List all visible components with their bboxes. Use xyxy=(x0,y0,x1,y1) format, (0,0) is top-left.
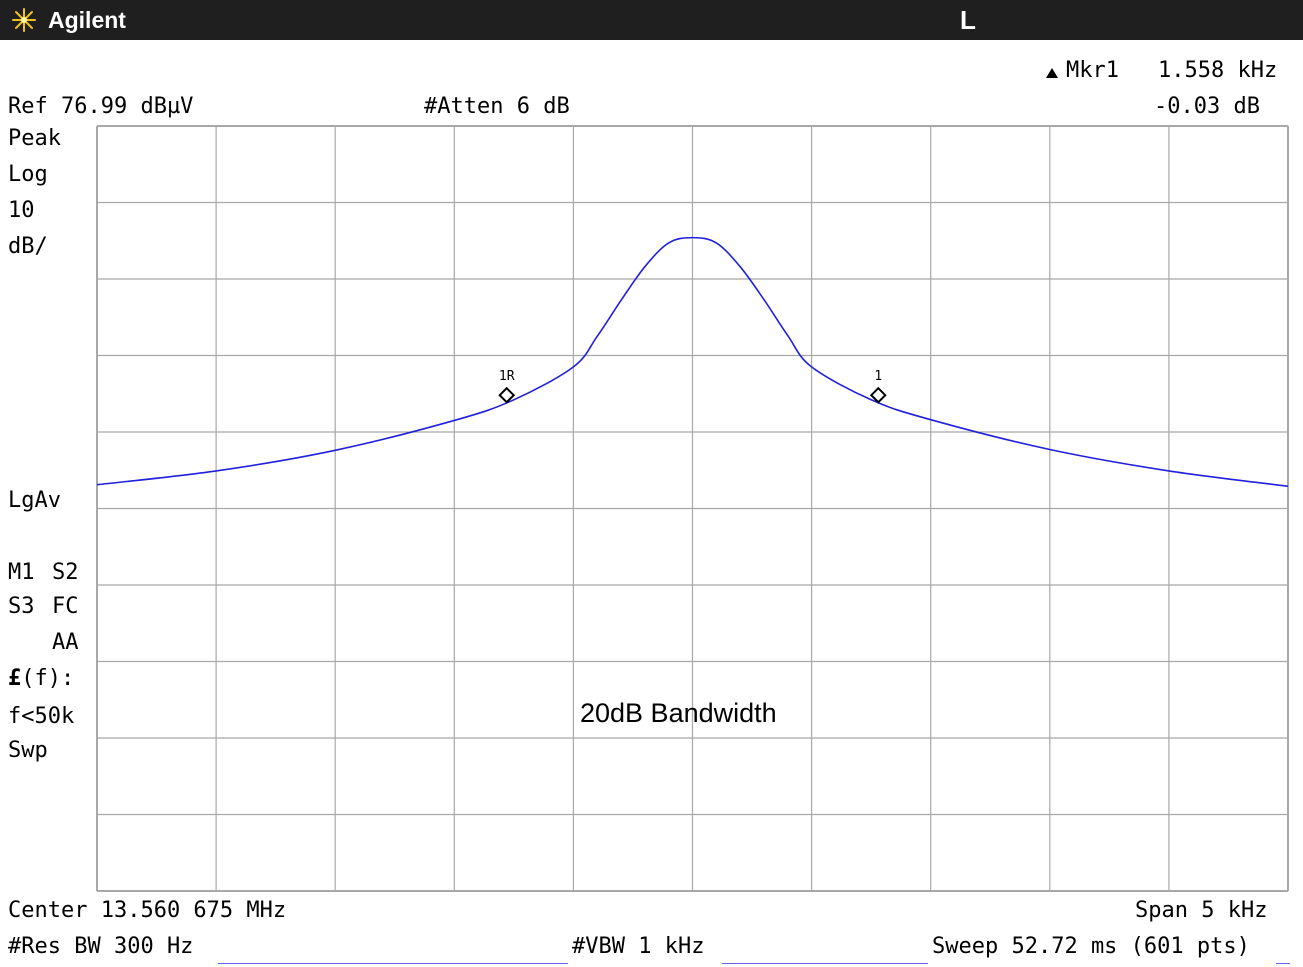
marker-diamond xyxy=(498,386,516,404)
marker-group: 1R 1 xyxy=(498,369,887,404)
vbw-underline xyxy=(722,963,928,964)
delta-marker-icon xyxy=(1046,68,1058,78)
local-mode-indicator: L xyxy=(960,5,976,35)
fc-label: FC xyxy=(52,594,79,619)
function-suffix: (f): xyxy=(21,666,75,691)
marker-label: 1 xyxy=(874,369,882,384)
function-label: £(f): xyxy=(8,668,74,690)
average-type-label: LgAv xyxy=(8,488,61,513)
scale-per-div-value: 10 xyxy=(8,198,35,223)
marker-label: 1R xyxy=(499,369,515,384)
filter-label: f<50k xyxy=(8,704,75,729)
scale-per-div-unit: dB/ xyxy=(8,234,48,259)
res-bw-underline xyxy=(218,963,568,964)
marker-amplitude: -0.03 dB xyxy=(1154,94,1260,119)
video-bandwidth: #VBW 1 kHz xyxy=(572,934,705,959)
span: Span 5 kHz xyxy=(1135,898,1268,923)
marker-diamond xyxy=(869,386,887,404)
resolution-bandwidth: #Res BW 300 Hz xyxy=(8,934,194,959)
brand-name: Agilent xyxy=(48,7,126,33)
function-prefix: £ xyxy=(8,666,22,691)
agilent-spark-icon xyxy=(12,8,36,32)
title-bar: Agilent L xyxy=(0,0,1303,40)
aa-label: AA xyxy=(52,630,79,655)
detector-label: Peak xyxy=(8,126,61,151)
reference-level: Ref 76.99 dBµV xyxy=(8,94,194,119)
sweep-time: Sweep 52.72 ms (601 pts) xyxy=(932,934,1250,959)
attenuation: #Atten 6 dB xyxy=(424,94,570,119)
s2-label: S2 xyxy=(52,560,79,585)
measurement-annotation: 20dB Bandwidth xyxy=(580,698,777,728)
m1-label: M1 xyxy=(8,560,35,585)
sweep-underline xyxy=(1276,963,1290,964)
plot-grid xyxy=(96,125,1289,892)
s3-label: S3 xyxy=(8,594,35,619)
marker-label: Mkr1 xyxy=(1066,58,1119,83)
marker-frequency: 1.558 kHz xyxy=(1158,58,1278,83)
center-frequency: Center 13.560 675 MHz xyxy=(8,898,287,923)
spectrum-trace xyxy=(96,236,1289,488)
sweep-mode-label: Swp xyxy=(8,738,48,763)
scale-type-label: Log xyxy=(8,162,48,187)
